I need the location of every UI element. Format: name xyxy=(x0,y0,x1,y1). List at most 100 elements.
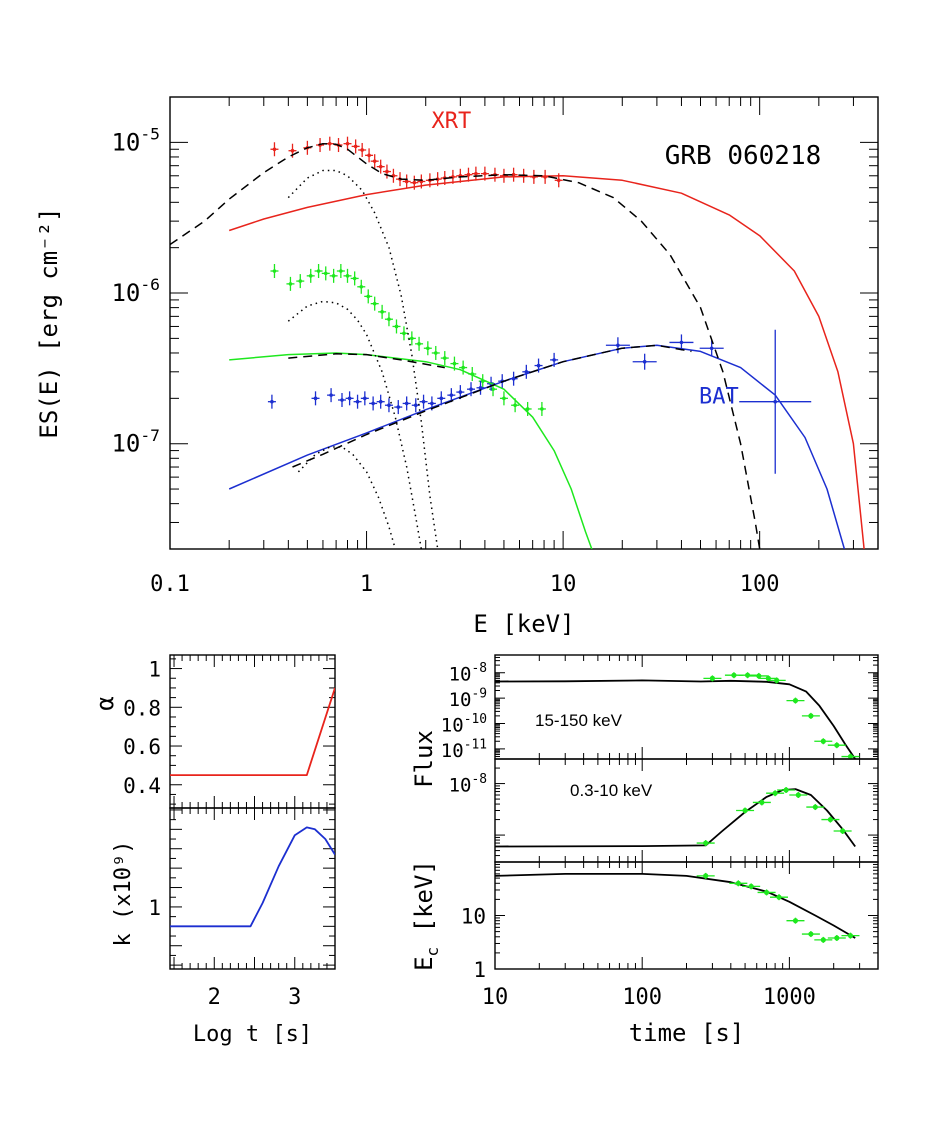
flux_0.3_10-data-point xyxy=(752,799,771,806)
spectrum-curve xyxy=(228,175,865,549)
spectrum-data-point-marker xyxy=(367,153,371,158)
spectrum-curve xyxy=(292,344,692,468)
spectrum-data-point-marker xyxy=(458,390,463,394)
k-xtick-label: 2 xyxy=(208,985,221,1010)
k-ylabel: k (x10⁹) xyxy=(111,841,136,947)
spectrum-curve xyxy=(288,353,445,369)
spectrum-data-point-marker xyxy=(524,370,529,374)
spectrum-ytick-label: 10-7 xyxy=(111,426,160,458)
spectrum-data-point-marker xyxy=(536,363,541,368)
spectrum-data-point-marker xyxy=(556,178,561,183)
spectrum-data-point xyxy=(336,264,345,279)
spectrum-data-point xyxy=(437,391,446,406)
ec-ytick-label: 10 xyxy=(461,905,486,929)
ec-frame xyxy=(494,861,879,970)
spectrum-data-point-marker xyxy=(412,180,417,185)
flux_15_150-data-point-marker xyxy=(756,673,762,679)
ec-data-point xyxy=(801,931,820,938)
k-curve xyxy=(170,826,335,928)
spectrum-data-point-marker xyxy=(449,393,454,397)
spectrum-data-point xyxy=(431,345,440,360)
ec-data-point-marker xyxy=(834,935,840,941)
ec-data-point xyxy=(729,880,748,887)
spectrum-data-point-marker xyxy=(339,269,343,273)
spectrum-data-point xyxy=(440,351,449,366)
spectrum-xtick-label: 0.1 xyxy=(150,572,190,597)
flux-ylabel: Flux xyxy=(410,730,438,788)
spectrum-data-point xyxy=(378,304,387,319)
flux_15_150-data-point-marker xyxy=(847,753,854,759)
flux_15_150-data-point xyxy=(814,738,833,745)
spectrum-data-point-marker xyxy=(426,346,430,351)
spectrum-data-point-marker xyxy=(404,401,409,406)
spectrum-data-point xyxy=(351,139,360,154)
spectrum-data-point-marker xyxy=(387,403,391,408)
flux_0.3_10-data-point xyxy=(777,787,796,794)
ec-data-point-marker xyxy=(748,883,754,889)
spectrum-data-point-marker xyxy=(773,399,778,404)
spectrum-data-point-marker xyxy=(378,399,383,404)
spectrum-data-point xyxy=(364,289,373,304)
spectrum-data-point-marker xyxy=(513,403,517,408)
spectrum-data-point-marker xyxy=(421,399,426,404)
spectrum-xlabel: E [keV] xyxy=(473,610,574,638)
spectrum-data-point-marker xyxy=(385,169,389,174)
spectrum-data-point-marker xyxy=(340,398,344,402)
flux_15_150-data-point xyxy=(738,672,757,679)
flux_0.3_10-data-point-marker xyxy=(795,792,801,798)
flux_0.3_10-data-point-marker xyxy=(772,790,778,796)
flux_0.3_10-data-point-marker xyxy=(827,816,834,823)
spectrum-data-point-marker xyxy=(347,396,352,401)
spectrum-data-point xyxy=(669,334,694,351)
spectrum-data-point xyxy=(399,326,408,341)
spectrum-data-point-marker xyxy=(371,401,375,406)
spectrum-data-point xyxy=(321,266,330,281)
flux_0.3_10-data-point-marker xyxy=(759,799,765,806)
spectrum-data-point-marker xyxy=(410,336,414,341)
alpha-frame xyxy=(169,654,336,809)
flux_15_150-data-point-marker xyxy=(792,697,799,704)
flux_0.3_10-data-point xyxy=(833,827,852,834)
spectrum-data-point-marker xyxy=(352,276,357,281)
spectrum-data-point xyxy=(537,401,546,416)
spectrum-data-point-marker xyxy=(345,274,350,278)
spectrum-data-point-marker xyxy=(360,148,364,152)
flux_0.3_10-panel: 10-8 0.3-10 keV xyxy=(449,758,879,863)
spectrum-data-point-marker xyxy=(298,279,303,283)
flux_0.3_10-data-point xyxy=(789,791,808,798)
ec-xlabel: time [s] xyxy=(629,1019,745,1047)
ec-data-point-marker xyxy=(847,933,854,939)
ec-data-point-marker xyxy=(776,894,782,900)
spectrum-data-point-marker xyxy=(359,284,364,289)
spectrum-data-point xyxy=(369,396,378,411)
flux_15_150-data-point xyxy=(767,677,786,684)
alpha-ytick-label: 0.6 xyxy=(123,735,161,759)
spectrum-data-point xyxy=(357,279,366,294)
spectrum-data-point-marker xyxy=(452,361,457,366)
k-ytick-label: 1 xyxy=(148,896,161,920)
ec-data-point-marker xyxy=(820,937,826,943)
spectrum-data-point xyxy=(286,276,295,291)
ec-ylabel: Ec [keV] xyxy=(410,860,442,971)
spectrum-data-point xyxy=(353,394,362,409)
ec-data-point xyxy=(827,934,846,941)
spectrum-data-point xyxy=(343,136,352,151)
spectrum-data-point-marker xyxy=(616,343,620,348)
flux_15_150-ytick-label: 10-8 xyxy=(449,661,487,686)
spectrum-data-point xyxy=(464,167,473,182)
spectrum-data-point-marker xyxy=(404,179,409,184)
spectrum-data-point-marker xyxy=(323,271,328,276)
flux_0.3_10-data-point xyxy=(696,840,715,847)
spectrum-data-point-marker xyxy=(396,405,401,409)
spectrum-data-point-marker xyxy=(366,294,371,299)
spectrum-data-point xyxy=(499,391,508,406)
ec-data-point xyxy=(814,936,833,943)
spectrum-data-point-marker xyxy=(461,365,465,370)
flux_15_150-data-point-marker xyxy=(765,675,771,681)
spectrum-data-point xyxy=(423,341,432,356)
flux_15_150-data-point-marker xyxy=(834,742,840,748)
spectrum-data-point xyxy=(311,391,320,406)
spectrum-curve xyxy=(228,344,846,549)
spectrum-data-point xyxy=(376,394,385,409)
spectrum-data-point-marker xyxy=(380,310,384,314)
